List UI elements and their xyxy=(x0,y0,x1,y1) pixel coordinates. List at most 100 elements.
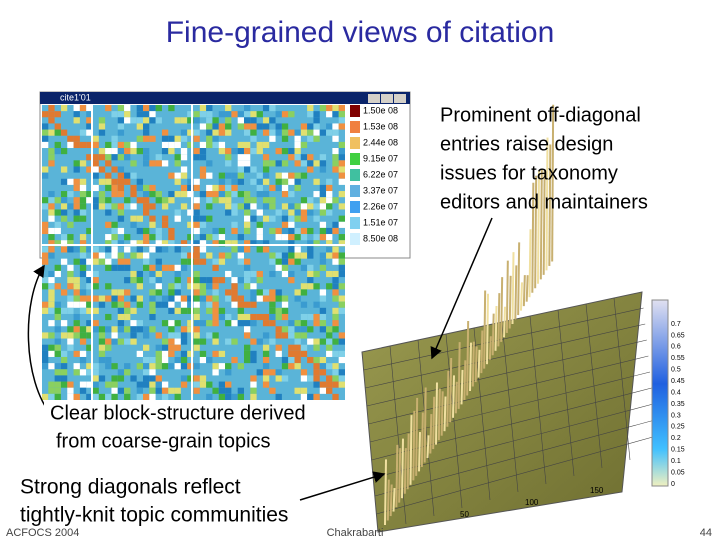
matrix-cell xyxy=(168,289,175,296)
matrix-cell xyxy=(332,197,339,204)
matrix-cell xyxy=(174,338,181,345)
matrix-cell xyxy=(149,246,156,253)
matrix-cell xyxy=(294,234,301,241)
matrix-cell xyxy=(54,301,61,308)
matrix-cell xyxy=(111,178,118,185)
matrix-cell xyxy=(143,344,150,351)
matrix-cell xyxy=(124,105,131,112)
matrix-cell xyxy=(294,252,301,259)
matrix-cell xyxy=(244,160,251,167)
matrix-cell xyxy=(307,375,314,382)
matrix-cell xyxy=(313,344,320,351)
matrix-cell xyxy=(92,270,99,278)
matrix-cell xyxy=(275,123,282,130)
matrix-cell xyxy=(218,141,226,149)
matrix-cell xyxy=(307,270,314,278)
matrix-cell xyxy=(180,264,188,271)
window-button[interactable] xyxy=(381,94,393,103)
matrix-cell xyxy=(269,160,276,167)
matrix-cell xyxy=(332,375,339,382)
matrix-cell xyxy=(149,264,156,271)
matrix-cell xyxy=(130,215,137,222)
matrix-cell xyxy=(294,160,301,167)
matrix-cell xyxy=(98,326,106,333)
window-button[interactable] xyxy=(394,94,406,103)
matrix-cell xyxy=(168,172,175,179)
matrix-cell xyxy=(161,381,169,388)
matrix-cell xyxy=(338,111,345,118)
matrix-cell xyxy=(174,277,181,284)
matrix-cell xyxy=(269,215,276,222)
matrix-cell xyxy=(300,172,308,179)
matrix-cell xyxy=(332,363,339,370)
matrix-cell xyxy=(332,105,339,112)
matrix-cell xyxy=(79,387,87,394)
matrix-cell xyxy=(42,350,49,357)
matrix-cell xyxy=(187,258,194,265)
matrix-cell xyxy=(60,148,68,155)
matrix-cell xyxy=(79,105,87,112)
matrix-cell xyxy=(237,154,244,161)
matrix-cell xyxy=(256,270,263,278)
matrix-cell xyxy=(199,123,207,130)
matrix-cell xyxy=(42,123,49,130)
matrix-cell xyxy=(117,105,125,112)
matrix-cell xyxy=(73,301,80,308)
matrix-cell xyxy=(149,326,156,333)
matrix-cell xyxy=(332,221,339,228)
matrix-cell xyxy=(319,221,327,228)
matrix-cell xyxy=(180,363,188,370)
colorbar-label: 0.7 xyxy=(671,321,681,328)
axis-label: 50 xyxy=(460,510,469,519)
matrix-cell xyxy=(136,283,143,290)
matrix-cell xyxy=(124,141,131,149)
matrix-cell xyxy=(319,313,327,321)
matrix-cell xyxy=(237,160,244,167)
matrix-cell xyxy=(332,270,339,278)
matrix-cell xyxy=(187,209,194,216)
matrix-cell xyxy=(338,148,345,155)
matrix-cell xyxy=(105,234,112,241)
matrix-cell xyxy=(98,344,106,351)
matrix-cell xyxy=(130,307,137,314)
matrix-cell xyxy=(199,350,207,357)
matrix-cell xyxy=(256,240,263,247)
matrix-cell xyxy=(294,203,301,210)
matrix-cell xyxy=(130,240,137,247)
matrix-cell xyxy=(294,295,301,302)
matrix-cell xyxy=(168,105,175,112)
matrix-cell xyxy=(180,184,188,192)
matrix-cell xyxy=(275,111,282,118)
matrix-cell xyxy=(237,301,244,308)
colorbar-swatch xyxy=(350,217,360,229)
matrix-cell xyxy=(79,209,87,216)
matrix-cell xyxy=(86,117,93,124)
matrix-cell xyxy=(111,221,118,228)
surface-spike xyxy=(398,448,402,503)
matrix-cell xyxy=(212,197,219,204)
matrix-cell xyxy=(48,350,55,357)
matrix-cell xyxy=(338,234,345,241)
matrix-cell xyxy=(307,338,314,345)
colorbar-label: 0.2 xyxy=(671,435,681,442)
matrix-cell xyxy=(48,301,55,308)
matrix-cell xyxy=(73,283,80,290)
matrix-cell xyxy=(124,363,131,370)
matrix-cell xyxy=(48,148,55,155)
matrix-cell xyxy=(332,135,339,142)
matrix-cell xyxy=(262,178,270,185)
surface-spike xyxy=(457,342,461,409)
matrix-cell xyxy=(136,246,143,253)
matrix-cell xyxy=(313,381,320,388)
matrix-cell xyxy=(92,203,99,210)
matrix-cell xyxy=(338,178,345,185)
matrix-cell xyxy=(168,295,175,302)
matrix-cell xyxy=(338,240,345,247)
matrix-cell xyxy=(54,141,61,149)
window-button[interactable] xyxy=(368,94,380,103)
matrix-cell xyxy=(149,375,156,382)
matrix-cell xyxy=(149,295,156,302)
matrix-cell xyxy=(117,227,125,235)
matrix-cell xyxy=(338,123,345,130)
matrix-cell xyxy=(48,117,55,124)
